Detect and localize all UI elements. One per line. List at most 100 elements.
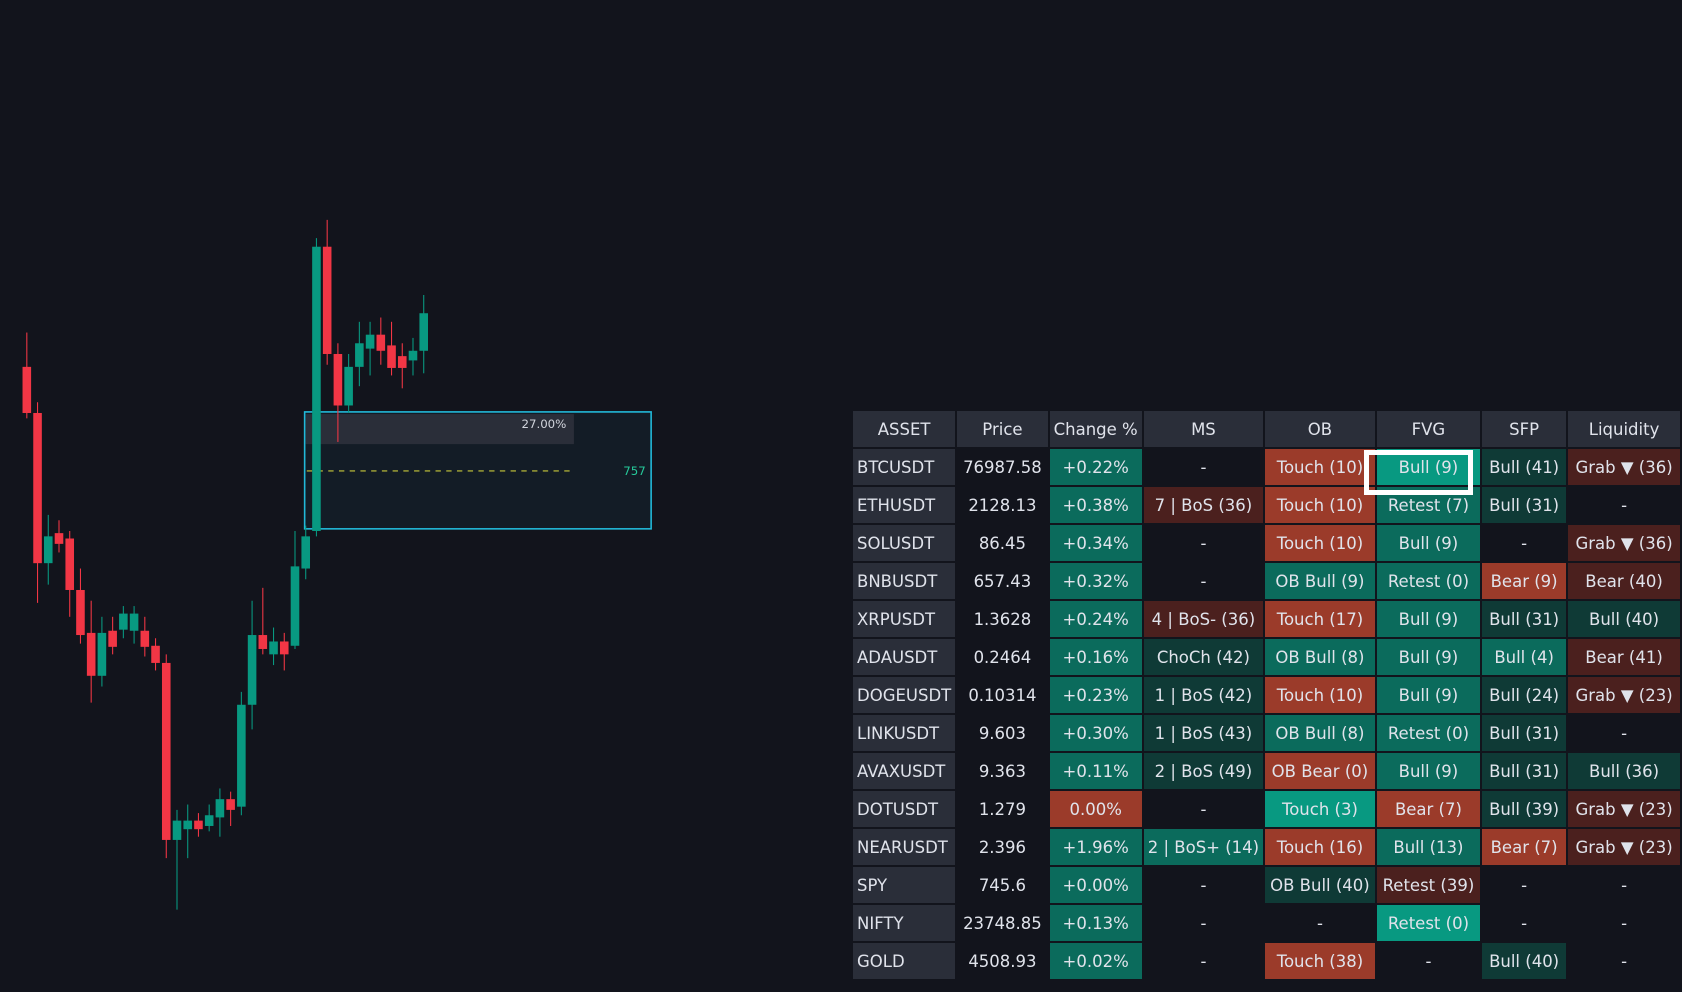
candle-body — [86, 632, 96, 676]
candle-body — [408, 350, 418, 361]
candle-body — [151, 645, 160, 663]
cell: +0.30% — [1049, 715, 1142, 751]
cell: Bull (40) — [1568, 601, 1680, 637]
scanner-table: ASSET Price Change % MS OB FVG SFP Liquidity BTC… — [851, 409, 1682, 981]
cell: Bear (9) — [1482, 563, 1567, 599]
cell: Bull (41) — [1482, 449, 1567, 485]
cell: BTCUSDT — [853, 449, 956, 485]
asset-row: DOGEUSDT 0.10314 +0.23% 1 | BoS (42) Touch (… — [853, 677, 1680, 713]
cell: - — [1200, 799, 1207, 819]
cell: - — [1316, 913, 1323, 933]
cell: Bull (31) — [1482, 487, 1567, 523]
cell: BNBUSDT — [853, 563, 956, 599]
cell: Bull (31) — [1482, 601, 1567, 637]
zone-label: 27.00% — [521, 417, 566, 431]
cell: +0.32% — [1049, 563, 1142, 599]
cell: +0.02% — [1049, 943, 1142, 979]
cell: 76987.58 — [963, 457, 1042, 477]
cell: - — [1621, 875, 1628, 895]
asset-row: NEARUSDT 2.396 +1.96% 2 | BoS+ (14) Touch (1… — [853, 829, 1680, 865]
cell: NIFTY — [853, 905, 956, 941]
asset-row: SPY 745.6 +0.00% - OB Bull (40) Retest (39) - - — [853, 867, 1680, 903]
cell: Bear (40) — [1568, 563, 1680, 599]
cell: Bull (9) — [1376, 449, 1481, 485]
candle-body — [322, 246, 332, 354]
cell: 0.00% — [1049, 791, 1142, 827]
cell: Bull (9) — [1376, 677, 1481, 713]
candle-body — [279, 641, 289, 655]
cell: +0.38% — [1049, 487, 1142, 523]
candle-body — [108, 630, 117, 647]
asset-row: GOLD 4508.93 +0.02% - Touch (38) - Bull (40) - — [853, 943, 1680, 979]
column-header: Price — [957, 411, 1048, 447]
candle-body — [397, 356, 407, 368]
candle-body — [54, 533, 64, 544]
asset-row: XRPUSDT 1.3628 +0.24% 4 | BoS- (36) Touch (1… — [853, 601, 1680, 637]
candle-body — [333, 353, 343, 406]
candle-body — [237, 704, 246, 807]
cell: - — [1200, 913, 1207, 933]
cell: Touch (10) — [1265, 525, 1375, 561]
cell: 23748.85 — [963, 913, 1042, 933]
cell: Bull (39) — [1482, 791, 1567, 827]
candle-body — [129, 613, 139, 631]
cell: 657.43 — [973, 571, 1032, 591]
cell: ETHUSDT — [853, 487, 956, 523]
header-row: ASSET Price Change % MS OB FVG SFP Liquidity — [853, 411, 1680, 447]
cell: OB Bull (8) — [1265, 715, 1375, 751]
cell: - — [1621, 913, 1628, 933]
candle-body — [204, 815, 214, 826]
candle-body — [226, 799, 235, 810]
cell: OB Bull (8) — [1265, 639, 1375, 675]
cell: 1.3628 — [973, 609, 1032, 629]
cell: - — [1200, 875, 1207, 895]
candle-body — [269, 641, 278, 655]
candle-body — [215, 799, 225, 818]
cell: Retest (0) — [1376, 905, 1481, 941]
cell: LINKUSDT — [853, 715, 956, 751]
cell: 2 | BoS (49) — [1143, 753, 1264, 789]
column-header: ASSET — [853, 411, 956, 447]
candle-body — [140, 630, 150, 647]
cell: Retest (39) — [1376, 867, 1481, 903]
candle-body — [312, 246, 321, 531]
candle-body — [183, 820, 193, 830]
cell: 745.6 — [978, 875, 1027, 895]
cell: Bull (9) — [1376, 639, 1481, 675]
cell: - — [1621, 495, 1628, 515]
candle-body — [65, 538, 75, 590]
cell: Grab ▼ (23) — [1568, 677, 1680, 713]
cell: +0.11% — [1049, 753, 1142, 789]
asset-row: LINKUSDT 9.603 +0.30% 1 | BoS (43) OB Bull (… — [853, 715, 1680, 751]
cell: DOGEUSDT — [853, 677, 956, 713]
cell: Bull (13) — [1376, 829, 1481, 865]
cell: Grab ▼ (36) — [1568, 449, 1680, 485]
candle-body — [119, 613, 128, 630]
cell: SPY — [853, 867, 956, 903]
candle-body — [419, 313, 429, 351]
asset-row: AVAXUSDT 9.363 +0.11% 2 | BoS (49) OB Bear (… — [853, 753, 1680, 789]
cell: - — [1200, 533, 1207, 553]
asset-row: BNBUSDT 657.43 +0.32% - OB Bull (9) Retest (0… — [853, 563, 1680, 599]
cell: - — [1521, 533, 1528, 553]
cell: ChoCh (42) — [1143, 639, 1264, 675]
cell: ADAUSDT — [853, 639, 956, 675]
cell: 1 | BoS (42) — [1143, 677, 1264, 713]
cell: Touch (10) — [1265, 677, 1375, 713]
cell: Bear (7) — [1376, 791, 1481, 827]
cell: +0.00% — [1049, 867, 1142, 903]
cell: 86.45 — [978, 533, 1027, 553]
cell: - — [1621, 723, 1628, 743]
cell: Bull (36) — [1568, 753, 1680, 789]
cell: - — [1200, 951, 1207, 971]
cell: Bull (31) — [1482, 715, 1567, 751]
candle-body — [258, 635, 268, 649]
asset-row: BTCUSDT 76987.58 +0.22% - Touch (10) Bull (9)… — [853, 449, 1680, 485]
cell: OB Bull (9) — [1265, 563, 1375, 599]
asset-row: ADAUSDT 0.2464 +0.16% ChoCh (42) OB Bull (8)… — [853, 639, 1680, 675]
cell: +0.13% — [1049, 905, 1142, 941]
cell: Touch (16) — [1265, 829, 1375, 865]
cell: 2.396 — [978, 837, 1027, 857]
cell: 9.603 — [978, 723, 1027, 743]
